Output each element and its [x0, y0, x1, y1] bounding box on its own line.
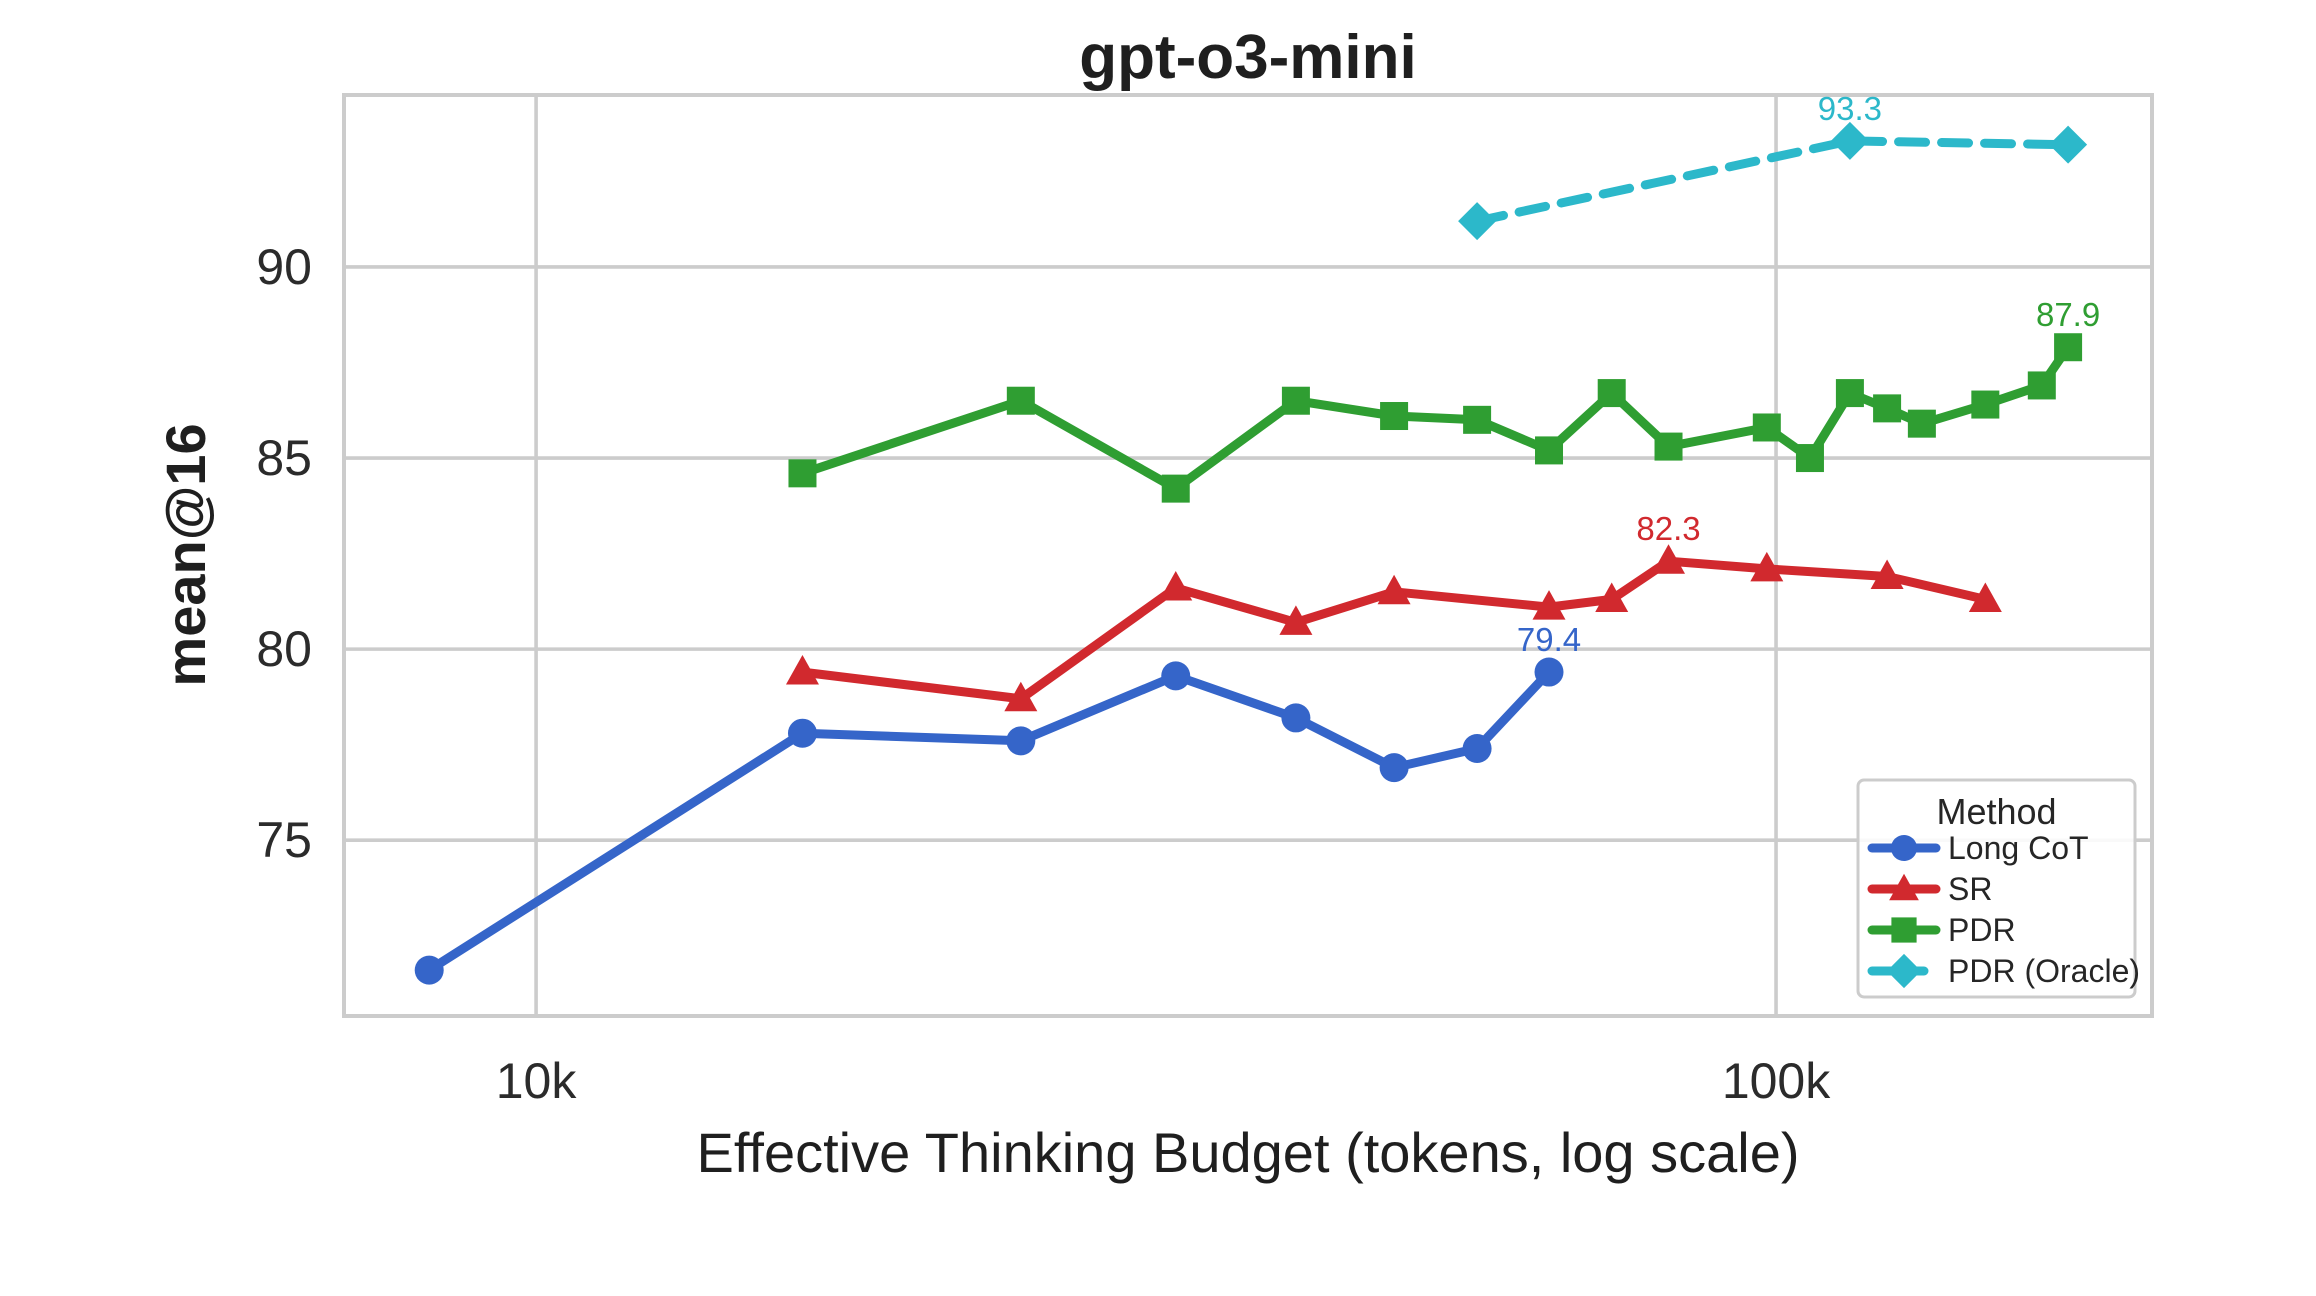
data-point-circle: [414, 955, 444, 985]
data-point-square: [1281, 386, 1310, 415]
x-axis-label: Effective Thinking Budget (tokens, log s…: [697, 1121, 1800, 1184]
data-point-triangle: [1279, 605, 1313, 635]
data-point-circle: [1281, 703, 1311, 733]
x-tick-label: 100k: [1722, 1053, 1831, 1109]
data-point-triangle: [1159, 570, 1193, 601]
legend-item-label: PDR: [1948, 912, 2016, 948]
plot-border: [342, 93, 2154, 1018]
data-point-square: [1654, 432, 1683, 461]
data-point-circle: [1379, 753, 1409, 783]
data-point-square: [1535, 436, 1564, 465]
data-point-circle: [1534, 657, 1564, 687]
series-line: [1472, 136, 2073, 226]
point-labels: 79.4 82.3 87.9 93.3: [1517, 90, 2100, 658]
data-point-diamond: [1830, 121, 1869, 160]
plot-border-box: [342, 93, 2154, 1018]
legend-item: SR: [1867, 871, 1992, 907]
data-point-square: [1971, 390, 2000, 419]
legend-item-label: PDR (Oracle): [1948, 953, 2140, 989]
data-point-diamond: [1886, 953, 1922, 989]
y-tick-label: 85: [256, 430, 312, 486]
data-point-circle: [1161, 661, 1191, 691]
legend-item: PDR (Oracle): [1867, 953, 2140, 989]
data-point-triangle: [1870, 559, 1904, 590]
y-tick-label: 75: [256, 812, 312, 868]
data-point-triangle: [1377, 574, 1411, 605]
data-point-square: [1835, 379, 1864, 408]
data-point-triangle: [1004, 681, 1038, 712]
tick-labels: 75 80 85 90 10k 100k: [256, 239, 1831, 1109]
point-value-label: 79.4: [1517, 621, 1581, 658]
chart-title: gpt-o3-mini: [1079, 23, 1417, 92]
series-pdr: [788, 333, 2083, 503]
data-point-square: [2054, 333, 2083, 362]
data-point-square: [1873, 394, 1902, 423]
data-point-diamond: [1458, 202, 1497, 241]
point-value-label: 82.3: [1636, 510, 1700, 547]
grid-layer: [344, 95, 2152, 1016]
series-sr: [785, 544, 2002, 712]
data-point-square: [2027, 371, 2056, 400]
legend-title: Method: [1936, 791, 2056, 832]
legend-item: PDR: [1867, 912, 2016, 948]
data-point-square: [1752, 413, 1781, 442]
data-point-square: [1463, 405, 1492, 434]
data-point-square: [788, 459, 817, 488]
data-point-square: [1891, 917, 1917, 943]
y-axis-label: mean@16: [154, 423, 217, 686]
data-point-square: [1795, 444, 1824, 473]
data-point-circle: [1006, 726, 1036, 756]
data-point-circle: [1890, 834, 1918, 862]
legend-item-label: Long CoT: [1948, 830, 2089, 866]
y-tick-label: 80: [256, 621, 312, 677]
series-long-cot: [414, 657, 1564, 985]
point-value-label: 93.3: [1818, 90, 1882, 127]
series-pdr-oracle: [1458, 121, 2088, 241]
series-line: [424, 667, 1554, 975]
data-point-circle: [787, 718, 817, 748]
data-point-diamond: [2049, 125, 2088, 164]
data-point-triangle: [1889, 873, 1919, 901]
data-point-triangle: [1532, 590, 1566, 620]
data-point-square: [1597, 379, 1626, 408]
legend-box: [1856, 778, 2137, 999]
data-point-triangle: [1750, 551, 1784, 582]
x-tick-label: 10k: [496, 1053, 578, 1109]
data-point-triangle: [1968, 582, 2002, 612]
data-point-square: [1006, 386, 1035, 415]
data-point-square: [1380, 402, 1409, 431]
y-tick-label: 90: [256, 239, 312, 295]
point-value-label: 87.9: [2036, 296, 2100, 333]
legend-item-label: SR: [1948, 871, 1992, 907]
data-series: [414, 121, 2088, 985]
data-point-square: [1161, 474, 1190, 503]
data-point-triangle: [1652, 544, 1686, 574]
data-point-triangle: [1595, 582, 1629, 612]
data-point-square: [1907, 409, 1936, 438]
data-point-circle: [1462, 733, 1492, 763]
data-point-triangle: [785, 655, 819, 685]
legend-item: Long CoT: [1867, 830, 2089, 866]
